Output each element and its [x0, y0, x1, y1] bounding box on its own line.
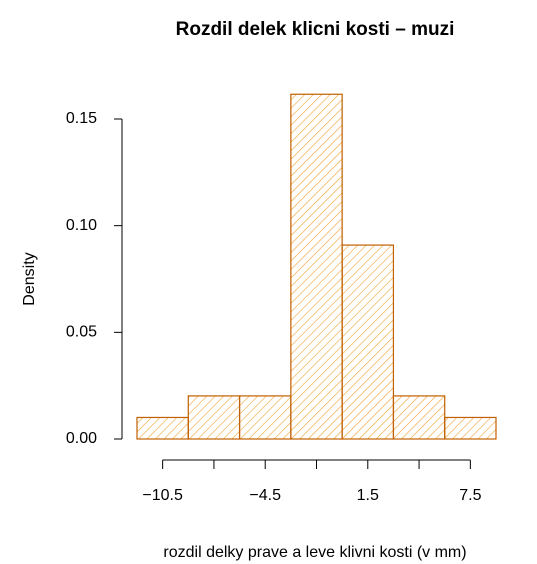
chart-title: Rozdil delek klicni kosti – muzi	[176, 19, 455, 40]
bar	[444, 416, 497, 440]
x-tick-label: 1.5	[357, 487, 379, 504]
bar	[136, 416, 189, 440]
y-tick-label: 0.05	[66, 324, 97, 341]
x-tick-label: −4.5	[249, 487, 281, 504]
bar	[341, 244, 395, 440]
y-tick-label: 0.15	[66, 110, 97, 127]
x-axis-label: rozdil delky prave a leve klivni kosti (…	[163, 544, 466, 561]
bar	[392, 395, 446, 440]
x-tick-label: 7.5	[459, 487, 481, 504]
bar	[290, 93, 343, 440]
x-tick-label: −10.5	[142, 487, 183, 504]
bar	[187, 395, 241, 440]
y-tick-label: 0.10	[66, 217, 97, 234]
bar	[238, 395, 292, 440]
y-axis-label: Density	[21, 252, 38, 305]
y-tick-label: 0.00	[66, 430, 97, 447]
